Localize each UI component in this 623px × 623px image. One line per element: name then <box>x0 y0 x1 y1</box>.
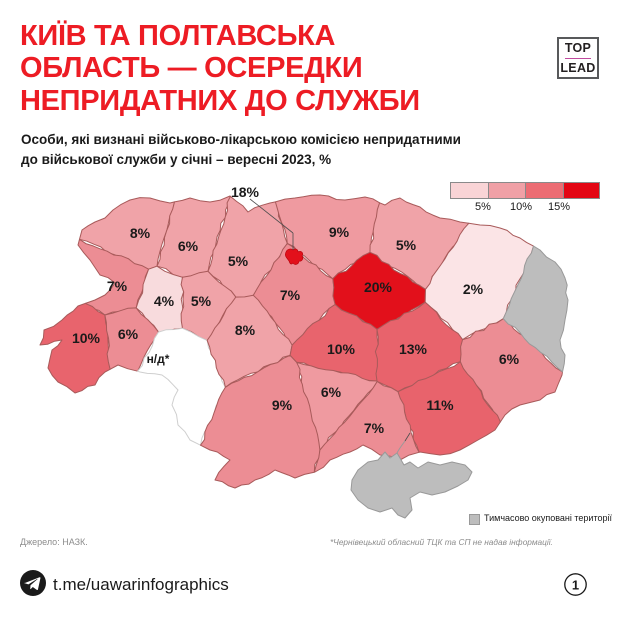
svg-text:6%: 6% <box>178 238 199 254</box>
svg-text:7%: 7% <box>280 287 301 303</box>
svg-text:7%: 7% <box>107 278 128 294</box>
svg-text:20%: 20% <box>364 279 393 295</box>
svg-text:5%: 5% <box>191 293 212 309</box>
svg-text:18%: 18% <box>231 184 260 200</box>
svg-text:2%: 2% <box>463 281 484 297</box>
svg-text:10%: 10% <box>327 341 356 357</box>
svg-text:6%: 6% <box>499 351 520 367</box>
svg-text:н/д*: н/д* <box>147 352 170 366</box>
svg-text:9%: 9% <box>329 224 350 240</box>
svg-text:8%: 8% <box>130 225 151 241</box>
svg-text:5%: 5% <box>396 237 417 253</box>
svg-text:4%: 4% <box>154 293 175 309</box>
svg-text:13%: 13% <box>399 341 428 357</box>
svg-text:11%: 11% <box>426 397 454 413</box>
svg-text:6%: 6% <box>321 384 342 400</box>
svg-text:6%: 6% <box>118 326 139 342</box>
svg-text:8%: 8% <box>235 322 256 338</box>
svg-text:9%: 9% <box>272 397 293 413</box>
svg-text:10%: 10% <box>72 330 101 346</box>
svg-text:5%: 5% <box>228 253 249 269</box>
svg-text:7%: 7% <box>364 420 385 436</box>
